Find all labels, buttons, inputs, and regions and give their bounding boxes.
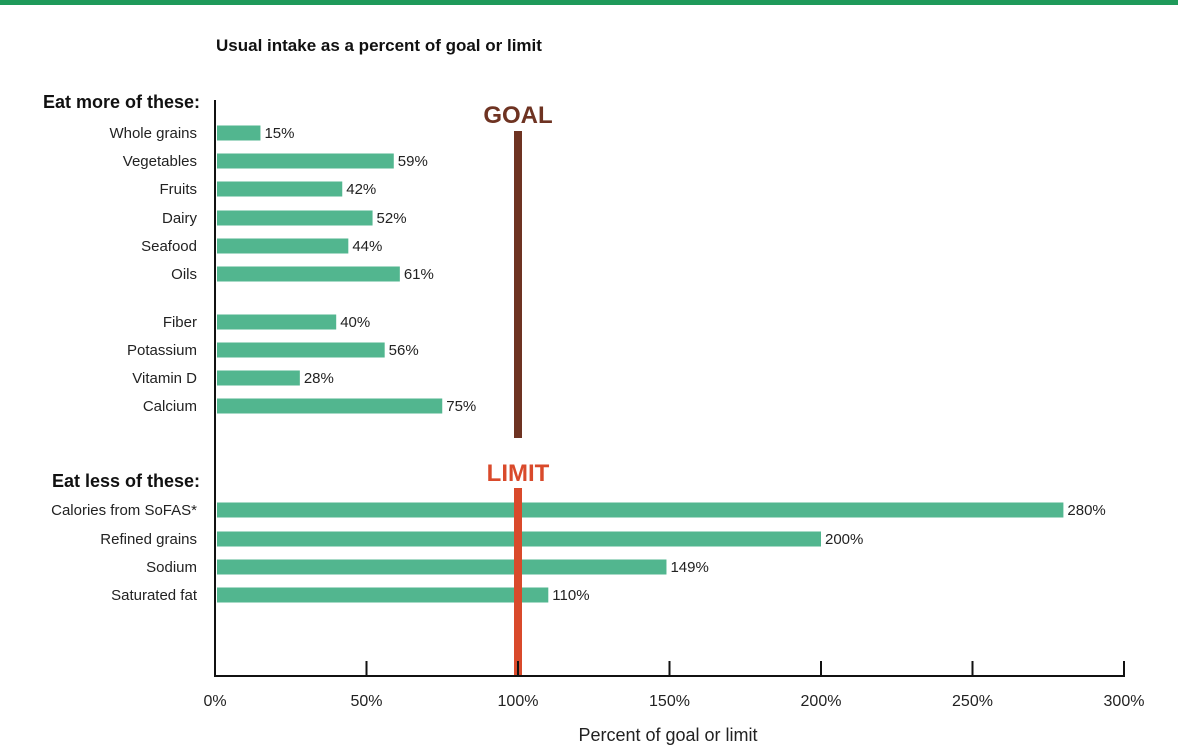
value-label-fruits: 42% bbox=[346, 181, 376, 198]
bar-whole-grains bbox=[217, 125, 261, 141]
value-label-calories-from-sofas: 280% bbox=[1067, 502, 1105, 519]
category-label-seafood: Seafood bbox=[141, 238, 197, 255]
value-label-fiber: 40% bbox=[340, 314, 370, 331]
category-label-dairy: Dairy bbox=[162, 210, 198, 227]
limit-label: LIMIT bbox=[487, 460, 550, 487]
value-label-vegetables: 59% bbox=[398, 153, 428, 170]
top-accent-bar bbox=[0, 0, 1178, 5]
x-tick-label-6: 300% bbox=[1104, 693, 1145, 710]
value-label-seafood: 44% bbox=[352, 238, 382, 255]
bar-fiber bbox=[217, 314, 337, 330]
x-axis-label: Percent of goal or limit bbox=[578, 725, 757, 745]
bar-calories-from-sofas bbox=[217, 502, 1064, 518]
category-label-fiber: Fiber bbox=[163, 314, 197, 331]
value-label-vitamin-d: 28% bbox=[304, 370, 334, 387]
bar-vitamin-d bbox=[217, 370, 300, 386]
category-label-oils: Oils bbox=[171, 266, 197, 283]
value-label-saturated-fat: 110% bbox=[552, 587, 589, 604]
value-label-calcium: 75% bbox=[446, 398, 476, 415]
x-tick-label-0: 0% bbox=[203, 693, 226, 710]
bar-vegetables bbox=[217, 153, 394, 169]
group-label-eat-less: Eat less of these: bbox=[52, 471, 200, 491]
value-label-refined-grains: 200% bbox=[825, 531, 863, 548]
category-label-calories-from-sofas: Calories from SoFAS* bbox=[51, 502, 197, 519]
category-label-potassium: Potassium bbox=[127, 342, 197, 359]
bar-potassium bbox=[217, 342, 385, 358]
bar-oils bbox=[217, 266, 400, 282]
group-label-eat-more: Eat more of these: bbox=[43, 92, 200, 112]
goal-label: GOAL bbox=[483, 102, 552, 129]
bar-saturated-fat bbox=[217, 587, 549, 603]
bar-sodium bbox=[217, 559, 667, 575]
bar-calcium bbox=[217, 398, 443, 414]
bar-seafood bbox=[217, 238, 349, 254]
category-label-saturated-fat: Saturated fat bbox=[111, 587, 198, 604]
category-label-vegetables: Vegetables bbox=[123, 153, 197, 170]
chart-title: Usual intake as a percent of goal or lim… bbox=[216, 36, 542, 55]
x-tick-label-4: 200% bbox=[801, 693, 842, 710]
category-label-sodium: Sodium bbox=[146, 559, 197, 576]
value-label-oils: 61% bbox=[404, 266, 434, 283]
category-label-vitamin-d: Vitamin D bbox=[132, 370, 197, 387]
category-label-fruits: Fruits bbox=[160, 181, 198, 198]
category-label-refined-grains: Refined grains bbox=[100, 531, 197, 548]
chart-marks: Whole grains 15% Vegetables 59% Fruits 42% Dai… bbox=[51, 100, 1144, 710]
bar-dairy bbox=[217, 210, 373, 226]
category-label-whole-grains: Whole grains bbox=[109, 125, 197, 142]
x-tick-label-5: 250% bbox=[952, 693, 993, 710]
value-label-whole-grains: 15% bbox=[264, 125, 294, 142]
value-label-dairy: 52% bbox=[377, 210, 407, 227]
x-tick-label-3: 150% bbox=[649, 693, 690, 710]
value-label-potassium: 56% bbox=[389, 342, 419, 359]
value-label-sodium: 149% bbox=[670, 559, 708, 576]
x-tick-label-1: 50% bbox=[350, 693, 382, 710]
x-tick-label-2: 100% bbox=[498, 693, 539, 710]
category-label-calcium: Calcium bbox=[143, 398, 197, 415]
bar-fruits bbox=[217, 181, 343, 197]
